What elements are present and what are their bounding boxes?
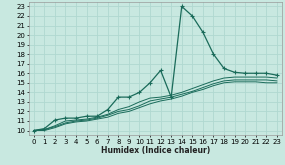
X-axis label: Humidex (Indice chaleur): Humidex (Indice chaleur) — [101, 146, 210, 155]
